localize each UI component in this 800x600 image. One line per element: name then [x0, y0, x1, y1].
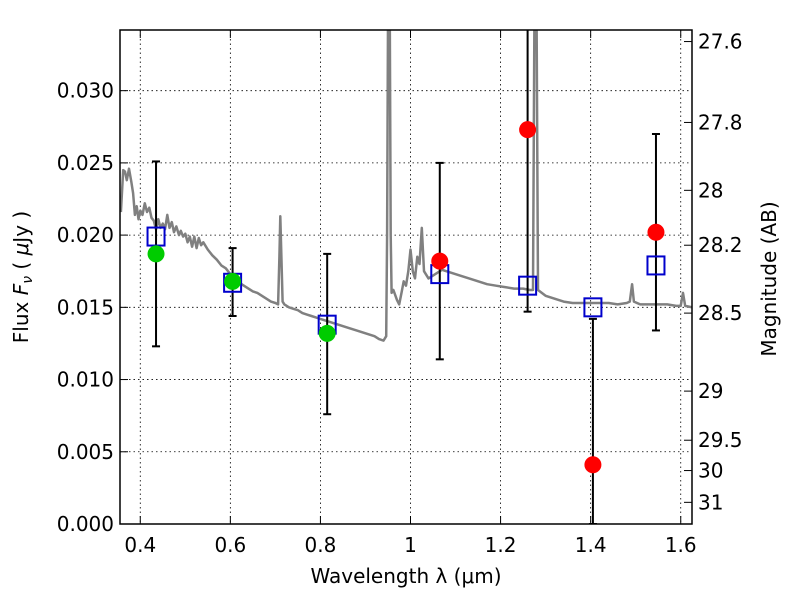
x-tick-label: 0.8 [305, 533, 337, 557]
model-photometry-square [646, 255, 666, 276]
x-tick-label: 1.4 [575, 533, 607, 557]
plot-background [120, 30, 692, 524]
plot-frame [119, 29, 693, 525]
x-tick-label: 1 [404, 533, 417, 557]
right-tick-label: 28.5 [698, 301, 743, 325]
right-tick-label: 29.5 [698, 428, 743, 452]
y-axis-title-part-2: ( [9, 255, 33, 276]
x-tick-label: 1.2 [485, 533, 517, 557]
right-tick-label: 29 [698, 379, 723, 403]
model-photometry-square [518, 275, 538, 296]
y-tick-label: 0.025 [57, 151, 114, 175]
y-tick-label: 0.010 [57, 368, 114, 392]
right-tick-label: 28.2 [698, 233, 743, 257]
y-axis-title-mu: μ [9, 243, 33, 257]
nir-point [584, 456, 602, 474]
data-layer [120, 30, 692, 524]
axis-ticks: 0.4 0.6 0.8 1 1.2 1.4 1.6 0.000 0.005 0.010 0.015 0… [57, 30, 743, 557]
nir-point [647, 223, 665, 241]
model-photometry-square [583, 297, 603, 318]
optical-point [224, 272, 242, 290]
y-tick-label: 0.015 [57, 295, 114, 319]
y-tick-label: 0.000 [57, 512, 114, 536]
optical-point [147, 245, 165, 263]
right-axis-title: Magnitude (AB) [757, 201, 781, 356]
y-tick-label: 0.030 [57, 79, 114, 103]
x-tick-label: 1.6 [665, 533, 697, 557]
y-tick-label: 0.005 [57, 440, 114, 464]
y-axis-title-subscript: ν [20, 276, 36, 284]
nir-point [519, 121, 537, 139]
right-tick-label: 27.8 [698, 110, 743, 134]
y-tick-label: 0.020 [57, 223, 114, 247]
right-tick-label: 27.6 [698, 30, 743, 54]
right-tick-label: 30 [698, 459, 723, 483]
y-axis-title-part-1: Flux [9, 295, 33, 343]
x-tick-label: 0.4 [124, 533, 156, 557]
right-tick-label: 28 [698, 178, 723, 202]
y-axis-title-symbol: F [9, 283, 33, 295]
y-axis-title: Flux Fν ( μJy ) [9, 211, 36, 343]
optical-point [318, 324, 336, 342]
y-axis-title-part-3: Jy ) [9, 211, 33, 245]
nir-point [431, 252, 449, 270]
right-tick-label: 31 [698, 490, 723, 514]
x-tick-label: 0.6 [214, 533, 246, 557]
x-axis-title: Wavelength λ (μm) [310, 564, 501, 588]
